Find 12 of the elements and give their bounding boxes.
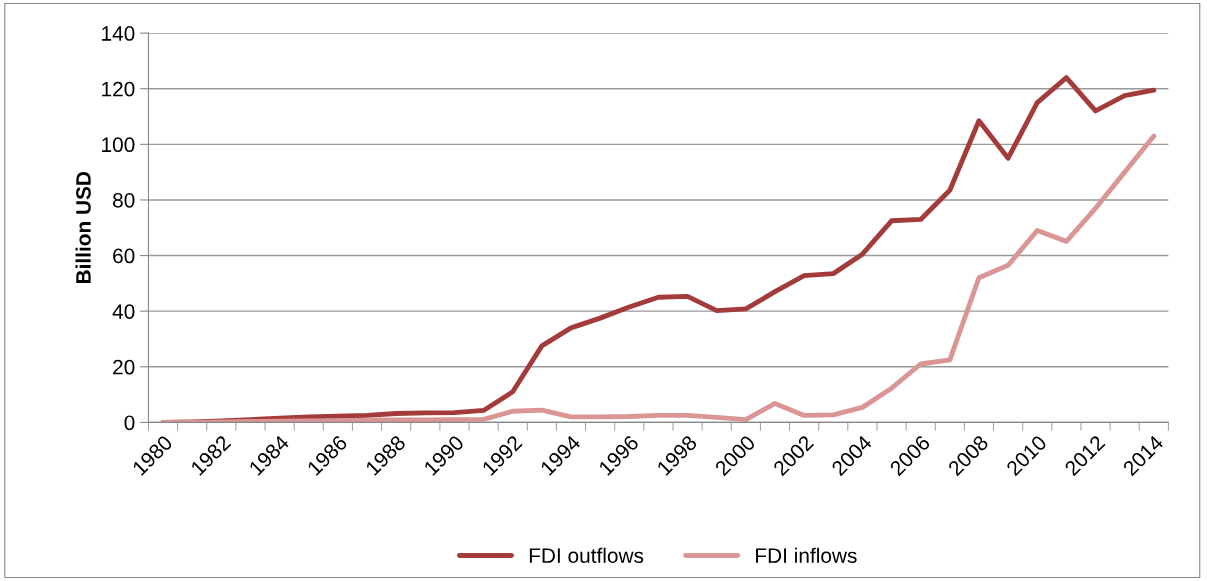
y-tick-label: 140 (102, 26, 135, 41)
y-axis-title: Billion USD (75, 171, 91, 284)
y-tick-label: 20 (113, 359, 135, 375)
y-tick-label: 120 (102, 81, 135, 97)
y-tick-label: 100 (102, 137, 135, 153)
y-tick-label: 40 (112, 304, 135, 319)
line-series (160, 133, 1157, 423)
y-tick-label: 80 (113, 192, 135, 208)
y-tick-label: 0 (124, 415, 135, 431)
y-tick-label: 60 (113, 248, 135, 264)
legend-label: FDI inflows (756, 547, 857, 564)
legend-label: FDI outflows (529, 547, 644, 564)
